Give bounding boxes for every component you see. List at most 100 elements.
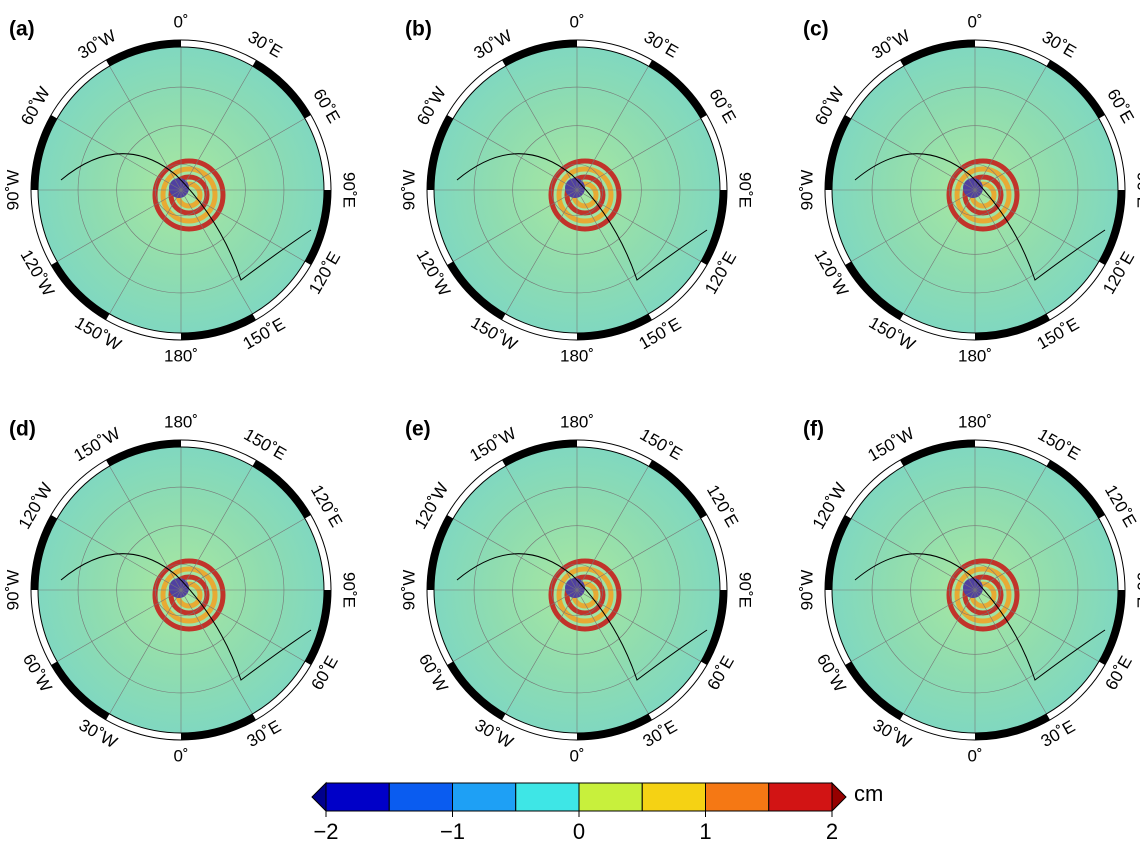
colorbar-segment (388, 782, 453, 812)
graticule-meridian (576, 589, 649, 714)
longitude-label: 90˚E (736, 572, 755, 608)
graticule-meridian (974, 189, 1099, 262)
frame-segment (51, 261, 110, 320)
frame-segment (31, 515, 58, 591)
anomaly-ring (168, 174, 210, 216)
graticule-meridian (974, 66, 1047, 191)
longitude-label: 90˚W (399, 170, 418, 211)
graticule-meridian (180, 66, 253, 191)
longitude-label: 90˚W (399, 570, 418, 611)
graticule-meridian (180, 189, 253, 314)
frame-segment (447, 661, 506, 720)
colorbar-segment (705, 782, 770, 812)
panel-label: (d) (9, 418, 36, 441)
graticule-meridian (851, 189, 976, 262)
anomaly-ring (946, 558, 1020, 632)
anomaly-ring (160, 566, 218, 624)
longitude-label: 30˚E (641, 27, 682, 61)
panel-label: (e) (405, 418, 431, 441)
longitude-label: 90˚W (3, 570, 22, 611)
longitude-label: 150˚W (468, 313, 521, 354)
longitude-label: 90˚E (1134, 572, 1140, 608)
colorbar-tick-label: −2 (313, 819, 338, 844)
frame-segment (106, 40, 182, 67)
colorbar-tick-label: 1 (699, 819, 711, 844)
longitude-label: 150˚E (241, 425, 290, 464)
frame-segment (502, 440, 578, 467)
colorbar-tick-label: 0 (573, 819, 585, 844)
longitude-label: 120˚E (1101, 482, 1140, 531)
frame-segment (1098, 189, 1125, 265)
longitude-label: 150˚E (1035, 425, 1084, 464)
frame-segment (648, 60, 707, 119)
anomaly-ring (152, 558, 226, 632)
graticule-meridian (180, 518, 305, 591)
frame-segment (825, 515, 852, 591)
longitude-label: 60˚W (813, 651, 850, 696)
longitude-label: 0˚ (569, 12, 584, 31)
colorbar-segment (768, 782, 833, 812)
longitude-label: 0˚ (967, 12, 982, 31)
longitude-label: 60˚E (1103, 86, 1137, 127)
frame-segment (427, 515, 454, 591)
frame-segment (700, 189, 727, 265)
graticule-meridian (576, 589, 701, 662)
frame-segment (700, 589, 727, 665)
longitude-label: 90˚E (340, 172, 359, 208)
frame-segment (845, 261, 904, 320)
longitude-label: 30˚W (76, 715, 121, 752)
frame-segment (576, 713, 652, 740)
colorbar-tick-label: −1 (440, 819, 465, 844)
graticule-meridian (109, 189, 182, 314)
longitude-label: 30˚E (1039, 27, 1080, 61)
longitude-label: 30˚E (245, 27, 286, 61)
graticule-meridian (576, 189, 701, 262)
coastline (854, 553, 1106, 681)
panel-label: (c) (803, 18, 829, 41)
frame-segment (900, 440, 976, 467)
anomaly-ring (152, 158, 226, 232)
colorbar-segment (515, 782, 580, 812)
longitude-label: 0˚ (569, 746, 584, 765)
colorbar-segment (641, 782, 706, 812)
panel-label: (a) (9, 18, 35, 41)
longitude-label: 120˚E (307, 482, 346, 531)
longitude-label: 150˚W (72, 313, 125, 354)
graticule-meridian (974, 118, 1099, 191)
longitude-label: 180˚ (164, 346, 198, 365)
frame-segment (845, 661, 904, 720)
frame-segment (447, 261, 506, 320)
graticule-meridian (974, 189, 1047, 314)
frame-segment (180, 313, 256, 340)
longitude-label: 180˚ (958, 412, 992, 431)
longitude-label: 30˚W (472, 715, 517, 752)
frame-segment (304, 189, 331, 265)
frame-segment (825, 115, 852, 191)
longitude-label: 120˚W (811, 247, 852, 300)
longitude-label: 180˚ (958, 346, 992, 365)
graticule-meridian (974, 589, 1047, 714)
longitude-label: 90˚E (340, 572, 359, 608)
longitude-label: 0˚ (173, 746, 188, 765)
frame-segment (31, 115, 58, 191)
anomaly-ring (556, 166, 614, 224)
frame-segment (51, 661, 110, 720)
frame-segment (180, 713, 256, 740)
longitude-label: 60˚W (19, 651, 56, 696)
longitude-label: 0˚ (967, 746, 982, 765)
colorbar-tick-label: 2 (826, 819, 838, 844)
graticule-meridian (851, 589, 976, 662)
longitude-label: 90˚W (3, 170, 22, 211)
graticule-meridian (453, 589, 578, 662)
frame-segment (1046, 60, 1105, 119)
frame-segment (252, 460, 311, 519)
frame-segment (974, 313, 1050, 340)
longitude-label: 0˚ (173, 12, 188, 31)
graticule-meridian (903, 189, 976, 314)
frame-segment (1046, 460, 1105, 519)
coastline (854, 153, 1106, 281)
